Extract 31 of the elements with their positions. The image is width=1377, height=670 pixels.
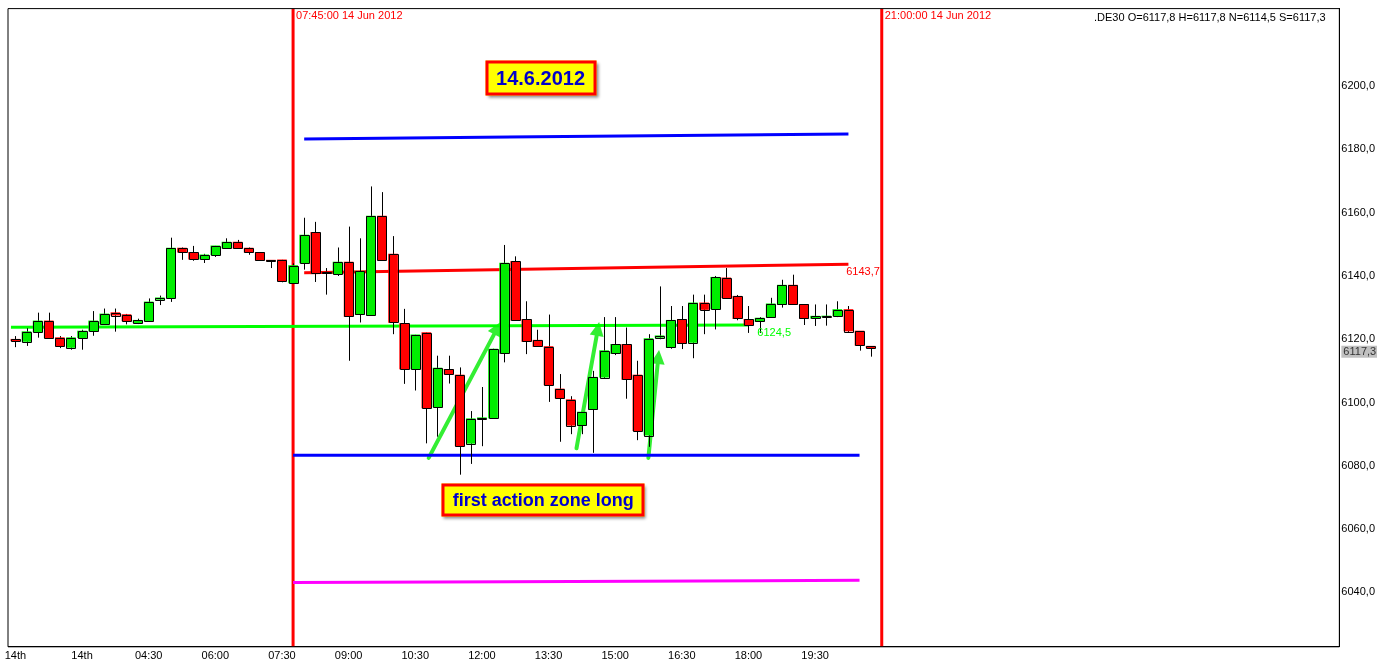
x-tick-label: 19:30 <box>801 649 829 662</box>
x-tick-label: 07:30 <box>268 649 296 662</box>
y-tick-label: 6080,0 <box>1341 458 1376 471</box>
ref-line-label: 07:45:00 14 Jun 2012 <box>296 9 403 22</box>
annotation: 6143,7 <box>846 265 880 278</box>
x-tick-label: 10:30 <box>401 649 430 662</box>
x-tick-label: 15:00 <box>601 649 629 662</box>
annotation: .DE30 O=6117,8 H=6117,8 N=6114,5 S=6117,3 <box>1094 11 1326 24</box>
x-tick-label: 18:00 <box>734 649 763 662</box>
x-tick-label: 16:30 <box>668 649 696 662</box>
y-tick-label: 6040,0 <box>1341 585 1376 598</box>
candlestick <box>554 373 565 443</box>
annotation: 6124,5 <box>757 326 792 339</box>
y-tick-label: 6180,0 <box>1341 142 1376 155</box>
annotation: first action zone long <box>441 483 645 517</box>
annotation: 14.6.2012 <box>485 60 597 96</box>
x-tick-label: 04:30 <box>134 649 163 662</box>
y-tick-label: 6100,0 <box>1341 395 1376 408</box>
y-tick-label: 6060,0 <box>1341 522 1376 535</box>
x-tick-label: 06:00 <box>201 649 230 662</box>
text: 6117,3 <box>1343 344 1377 357</box>
ref-line-label: 21:00:00 14 Jun 2012 <box>884 9 992 22</box>
y-tick-label: 6200,0 <box>1341 79 1376 92</box>
y-tick-label: 6120,0 <box>1341 332 1376 345</box>
x-tick-label: 14th <box>71 649 93 662</box>
x-tick-label: 14th <box>4 649 27 662</box>
y-tick-label: 6160,0 <box>1341 205 1376 218</box>
x-tick-label: 12:00 <box>468 649 496 662</box>
x-tick-label: 09:00 <box>334 649 363 662</box>
y-tick-label: 6140,0 <box>1341 269 1376 281</box>
x-tick-label: 13:30 <box>534 649 563 662</box>
